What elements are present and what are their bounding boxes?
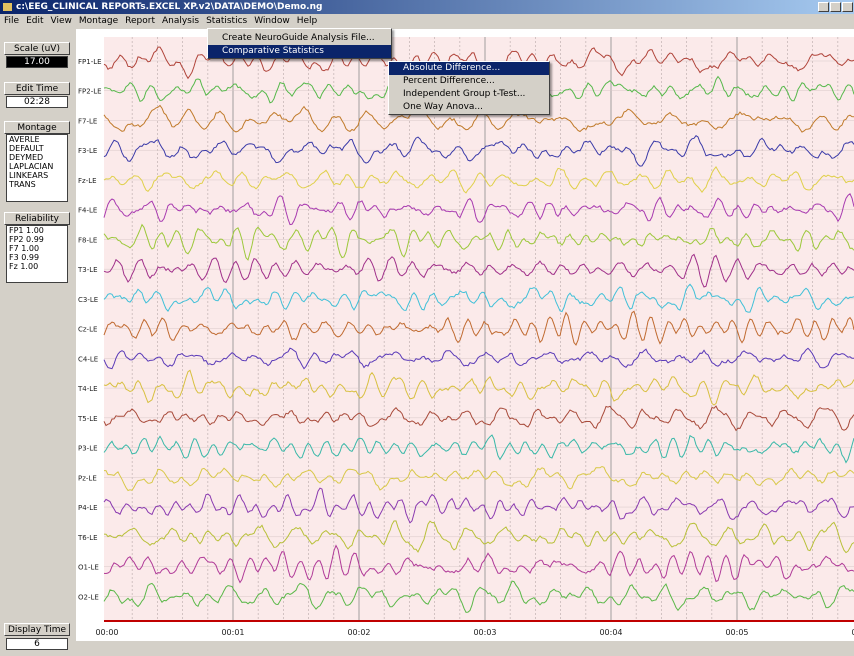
- channel-label: O2-LE: [78, 593, 99, 601]
- channel-label: F8-LE: [78, 236, 97, 244]
- eeg-trace: [103, 487, 854, 524]
- app-icon: [3, 3, 12, 11]
- eeg-trace: [103, 166, 854, 194]
- close-button[interactable]: [842, 2, 853, 12]
- display-time-value[interactable]: 6: [6, 638, 68, 650]
- menu-item[interactable]: Edit: [26, 16, 44, 26]
- eeg-trace: [103, 544, 854, 584]
- channel-label: C4-LE: [78, 355, 98, 363]
- menu-item[interactable]: Analysis: [161, 16, 200, 26]
- time-label: 00:06: [851, 628, 854, 637]
- statistics-menu-item[interactable]: Comparative Statistics: [208, 45, 391, 58]
- title-bar: c:\EEG_CLINICAL REPORTs.EXCEL XP.v2\DATA…: [0, 0, 854, 14]
- montage-list[interactable]: AVERLE DEFAULT DEYMED LAPLACIAN LINKEARS TRAN…: [6, 134, 68, 202]
- eeg-trace: [104, 465, 854, 492]
- montage-item[interactable]: LAPLACIAN: [9, 162, 54, 171]
- reliability-label[interactable]: Reliability: [4, 212, 70, 225]
- channel-label: T4-LE: [77, 385, 98, 393]
- channel-label: P3-LE: [78, 445, 98, 453]
- menu-item[interactable]: View: [50, 16, 72, 26]
- montage-item[interactable]: LINKEARS: [9, 171, 49, 180]
- comparative-submenu: Absolute Difference... Percent Difference…: [388, 61, 550, 115]
- eeg-trace: [103, 310, 854, 346]
- window-title: c:\EEG_CLINICAL REPORTs.EXCEL XP.v2\DATA…: [16, 2, 323, 12]
- montage-item[interactable]: TRANS: [9, 180, 36, 189]
- channel-label: C3-LE: [78, 296, 98, 304]
- menu-item[interactable]: Window: [254, 16, 290, 26]
- reliability-item[interactable]: Fz 1.00: [9, 262, 39, 271]
- time-label: 00:03: [473, 628, 496, 637]
- channel-label: FP1-LE: [78, 58, 102, 66]
- eeg-trace: [103, 580, 854, 613]
- channel-label: O1-LE: [78, 564, 99, 572]
- eeg-trace: [103, 253, 854, 288]
- eeg-plot: FP1-LE FP2-LE F7-LE F3-LE Fz-LE F4-LE F8-LE T3-…: [76, 29, 854, 656]
- time-label: 00:00: [95, 628, 118, 637]
- submenu-item[interactable]: One Way Anova...: [403, 102, 484, 112]
- menu-item[interactable]: Help: [296, 16, 318, 26]
- reliability-item[interactable]: F7 1.00: [9, 244, 40, 253]
- reliability-item[interactable]: FP1 1.00: [9, 226, 44, 235]
- time-label: 00:01: [221, 628, 244, 637]
- menu-item[interactable]: Report: [125, 16, 155, 26]
- maximize-button[interactable]: [830, 2, 841, 12]
- montage-item[interactable]: DEYMED: [9, 153, 44, 162]
- statistics-menu-item[interactable]: Create NeuroGuide Analysis File...: [222, 33, 375, 43]
- time-label: 00:02: [347, 628, 370, 637]
- channel-label: Fz-LE: [78, 177, 97, 185]
- channel-label: Pz-LE: [78, 474, 97, 482]
- eeg-trace: [103, 347, 854, 370]
- reliability-item[interactable]: F3 0.99: [9, 253, 40, 262]
- scrollbar[interactable]: [76, 641, 854, 656]
- eeg-trace: [103, 520, 854, 554]
- channel-label: T6-LE: [77, 534, 98, 542]
- edit-time-label[interactable]: Edit Time: [4, 82, 70, 95]
- montage-item[interactable]: AVERLE: [9, 135, 40, 144]
- channel-label: FP2-LE: [78, 88, 102, 96]
- channel-label: T5-LE: [77, 415, 98, 423]
- time-label: 00:05: [725, 628, 748, 637]
- eeg-trace: [103, 434, 854, 464]
- channel-label: P4-LE: [78, 504, 98, 512]
- montage-item[interactable]: DEFAULT: [9, 144, 44, 153]
- eeg-trace: [103, 135, 854, 167]
- submenu-item[interactable]: Independent Group t-Test...: [403, 89, 526, 99]
- display-time-label[interactable]: Display Time: [4, 623, 70, 636]
- montage-label[interactable]: Montage: [4, 121, 70, 134]
- eeg-trace: [103, 223, 854, 261]
- submenu-item[interactable]: Percent Difference...: [403, 76, 495, 86]
- eeg-trace: [103, 193, 854, 226]
- channel-label: F7-LE: [78, 117, 97, 125]
- scale-value[interactable]: 17.00: [6, 56, 68, 68]
- channel-label: F4-LE: [78, 207, 97, 215]
- edit-time-value[interactable]: 02:28: [6, 96, 68, 108]
- reliability-list[interactable]: FP1 1.00 FP2 0.99 F7 1.00 F3 0.99 Fz 1.00: [6, 225, 68, 283]
- eeg-trace: [103, 405, 854, 432]
- eeg-trace: [103, 369, 854, 406]
- channel-label: Cz-LE: [78, 326, 97, 334]
- scale-label[interactable]: Scale (uV): [4, 42, 70, 55]
- statistics-menu: Create NeuroGuide Analysis File... Compar…: [207, 28, 392, 59]
- menu-item[interactable]: File: [4, 16, 20, 26]
- channel-label: F3-LE: [78, 147, 97, 155]
- menu-bar: File Edit View Montage Report Analysis Statist…: [0, 14, 854, 28]
- submenu-item[interactable]: Absolute Difference...: [389, 62, 549, 75]
- channel-label: T3-LE: [77, 266, 98, 274]
- reliability-item[interactable]: FP2 0.99: [9, 235, 44, 244]
- menu-item[interactable]: Statistics: [206, 16, 248, 26]
- menu-item[interactable]: Montage: [78, 16, 119, 26]
- minimize-button[interactable]: [818, 2, 829, 12]
- time-label: 00:04: [599, 628, 622, 637]
- eeg-trace: [103, 283, 854, 313]
